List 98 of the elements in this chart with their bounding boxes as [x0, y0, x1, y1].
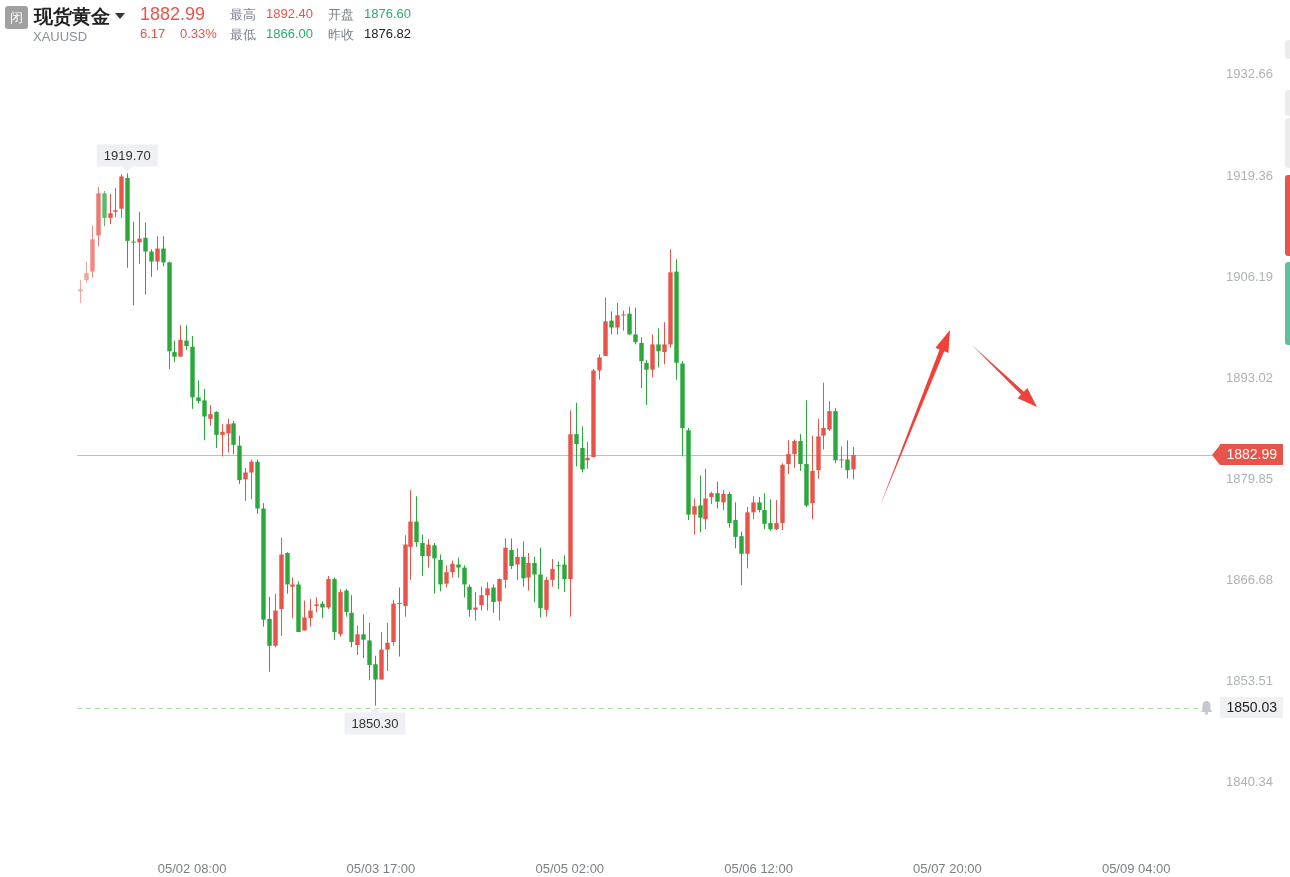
candlestick — [515, 547, 520, 581]
text: 开盘 — [328, 6, 354, 24]
y-tick-label: 1919.36 — [1226, 167, 1273, 183]
candlestick — [414, 495, 419, 548]
candlestick — [585, 441, 590, 470]
annotation: 1919.70 — [103, 147, 151, 163]
candlestick — [751, 495, 756, 520]
text: 1892.40 — [266, 6, 313, 21]
candlestick — [397, 587, 402, 658]
candlestick — [462, 564, 467, 598]
candlestick — [420, 534, 425, 577]
candlestick — [161, 235, 166, 267]
text: 昨收 — [328, 26, 354, 44]
candlestick — [491, 583, 496, 614]
text: 1876.60 — [364, 6, 411, 21]
candlestick — [639, 337, 644, 389]
candlestick — [143, 221, 148, 296]
y-tick-label: 1879.85 — [1226, 470, 1273, 486]
text: 0.33% — [180, 26, 217, 41]
text: 1882.99 — [140, 4, 206, 25]
text: 最低 — [230, 26, 256, 44]
candlestick — [208, 404, 213, 427]
candlestick — [698, 475, 703, 533]
candlestick — [721, 489, 726, 511]
candlestick — [249, 458, 254, 500]
y-tick-label: 1840.34 — [1226, 773, 1273, 789]
candlestick — [231, 420, 236, 455]
candlestick — [84, 261, 89, 284]
y-tick-label: 1866.68 — [1226, 571, 1273, 587]
y-tick-label: 1893.02 — [1226, 369, 1273, 385]
candlestick — [243, 467, 248, 502]
candlestick — [656, 327, 661, 368]
candlestick — [521, 541, 526, 588]
candlestick — [473, 591, 478, 621]
candlestick — [485, 581, 490, 612]
candlestick — [178, 324, 183, 358]
candlestick — [78, 279, 83, 304]
x-tick-label: 05/09 04:00 — [1101, 861, 1171, 877]
candlestick — [155, 235, 160, 271]
candlestick — [662, 321, 667, 365]
candlestick — [774, 499, 779, 531]
candlestick — [149, 248, 154, 278]
candlestick — [113, 187, 118, 218]
x-tick-label: 05/03 17:00 — [346, 861, 416, 877]
candlestick — [131, 221, 136, 306]
chart-subtitle: XAUUSD — [33, 29, 88, 44]
candlestick — [627, 306, 632, 335]
text: 1876.82 — [364, 26, 411, 41]
x-tick-label: 05/05 02:00 — [535, 861, 605, 877]
candlestick — [615, 302, 620, 335]
candlestick — [361, 613, 366, 659]
candlestick — [644, 359, 649, 406]
y-tick-label: 1932.66 — [1226, 65, 1273, 81]
candlestick — [845, 439, 850, 480]
candlestick — [715, 481, 720, 510]
x-tick-label: 05/02 08:00 — [157, 861, 227, 877]
candlestick — [290, 577, 295, 619]
chart-title: 现货黄金 — [34, 5, 110, 29]
candlestick — [633, 307, 638, 345]
candlestick — [444, 564, 449, 589]
y-tick-label: 1906.19 — [1226, 268, 1273, 284]
candlestick — [798, 433, 803, 472]
annotation: 1850.30 — [351, 716, 399, 732]
candlestick — [609, 310, 614, 335]
candlestick — [580, 425, 585, 473]
candlestick — [792, 439, 797, 469]
candlestick — [839, 445, 844, 469]
candlestick — [692, 498, 697, 536]
candlestick — [851, 446, 856, 480]
candlestick — [385, 622, 390, 672]
candlestick — [467, 583, 472, 618]
candlestick — [597, 353, 602, 381]
text: 最高 — [230, 6, 256, 24]
candlestick — [509, 537, 514, 570]
candlestick — [456, 557, 461, 579]
candlestick — [432, 542, 437, 595]
candlestick — [703, 468, 708, 530]
text: 6.17 — [140, 26, 166, 41]
candlestick — [621, 310, 626, 332]
candlestick — [526, 552, 531, 592]
y-tick-label: 1853.51 — [1226, 672, 1273, 688]
candlestick — [786, 439, 791, 475]
candlestick — [108, 193, 113, 225]
x-tick-label: 05/06 12:00 — [724, 861, 793, 877]
candlestick — [479, 586, 484, 612]
candlestick — [574, 402, 579, 467]
text: 闭 — [5, 6, 28, 29]
x-tick-label: 05/07 20:00 — [913, 861, 982, 877]
candlestick — [214, 410, 219, 449]
candlestick — [184, 324, 189, 351]
candlestick — [532, 556, 537, 603]
candlestick — [355, 625, 360, 656]
candlestick — [344, 588, 349, 618]
candlestick — [426, 538, 431, 569]
price-label: 1850.03 — [1220, 697, 1283, 719]
candlestick — [172, 340, 177, 363]
candlestick — [550, 558, 555, 588]
text: 1866.00 — [266, 26, 313, 41]
